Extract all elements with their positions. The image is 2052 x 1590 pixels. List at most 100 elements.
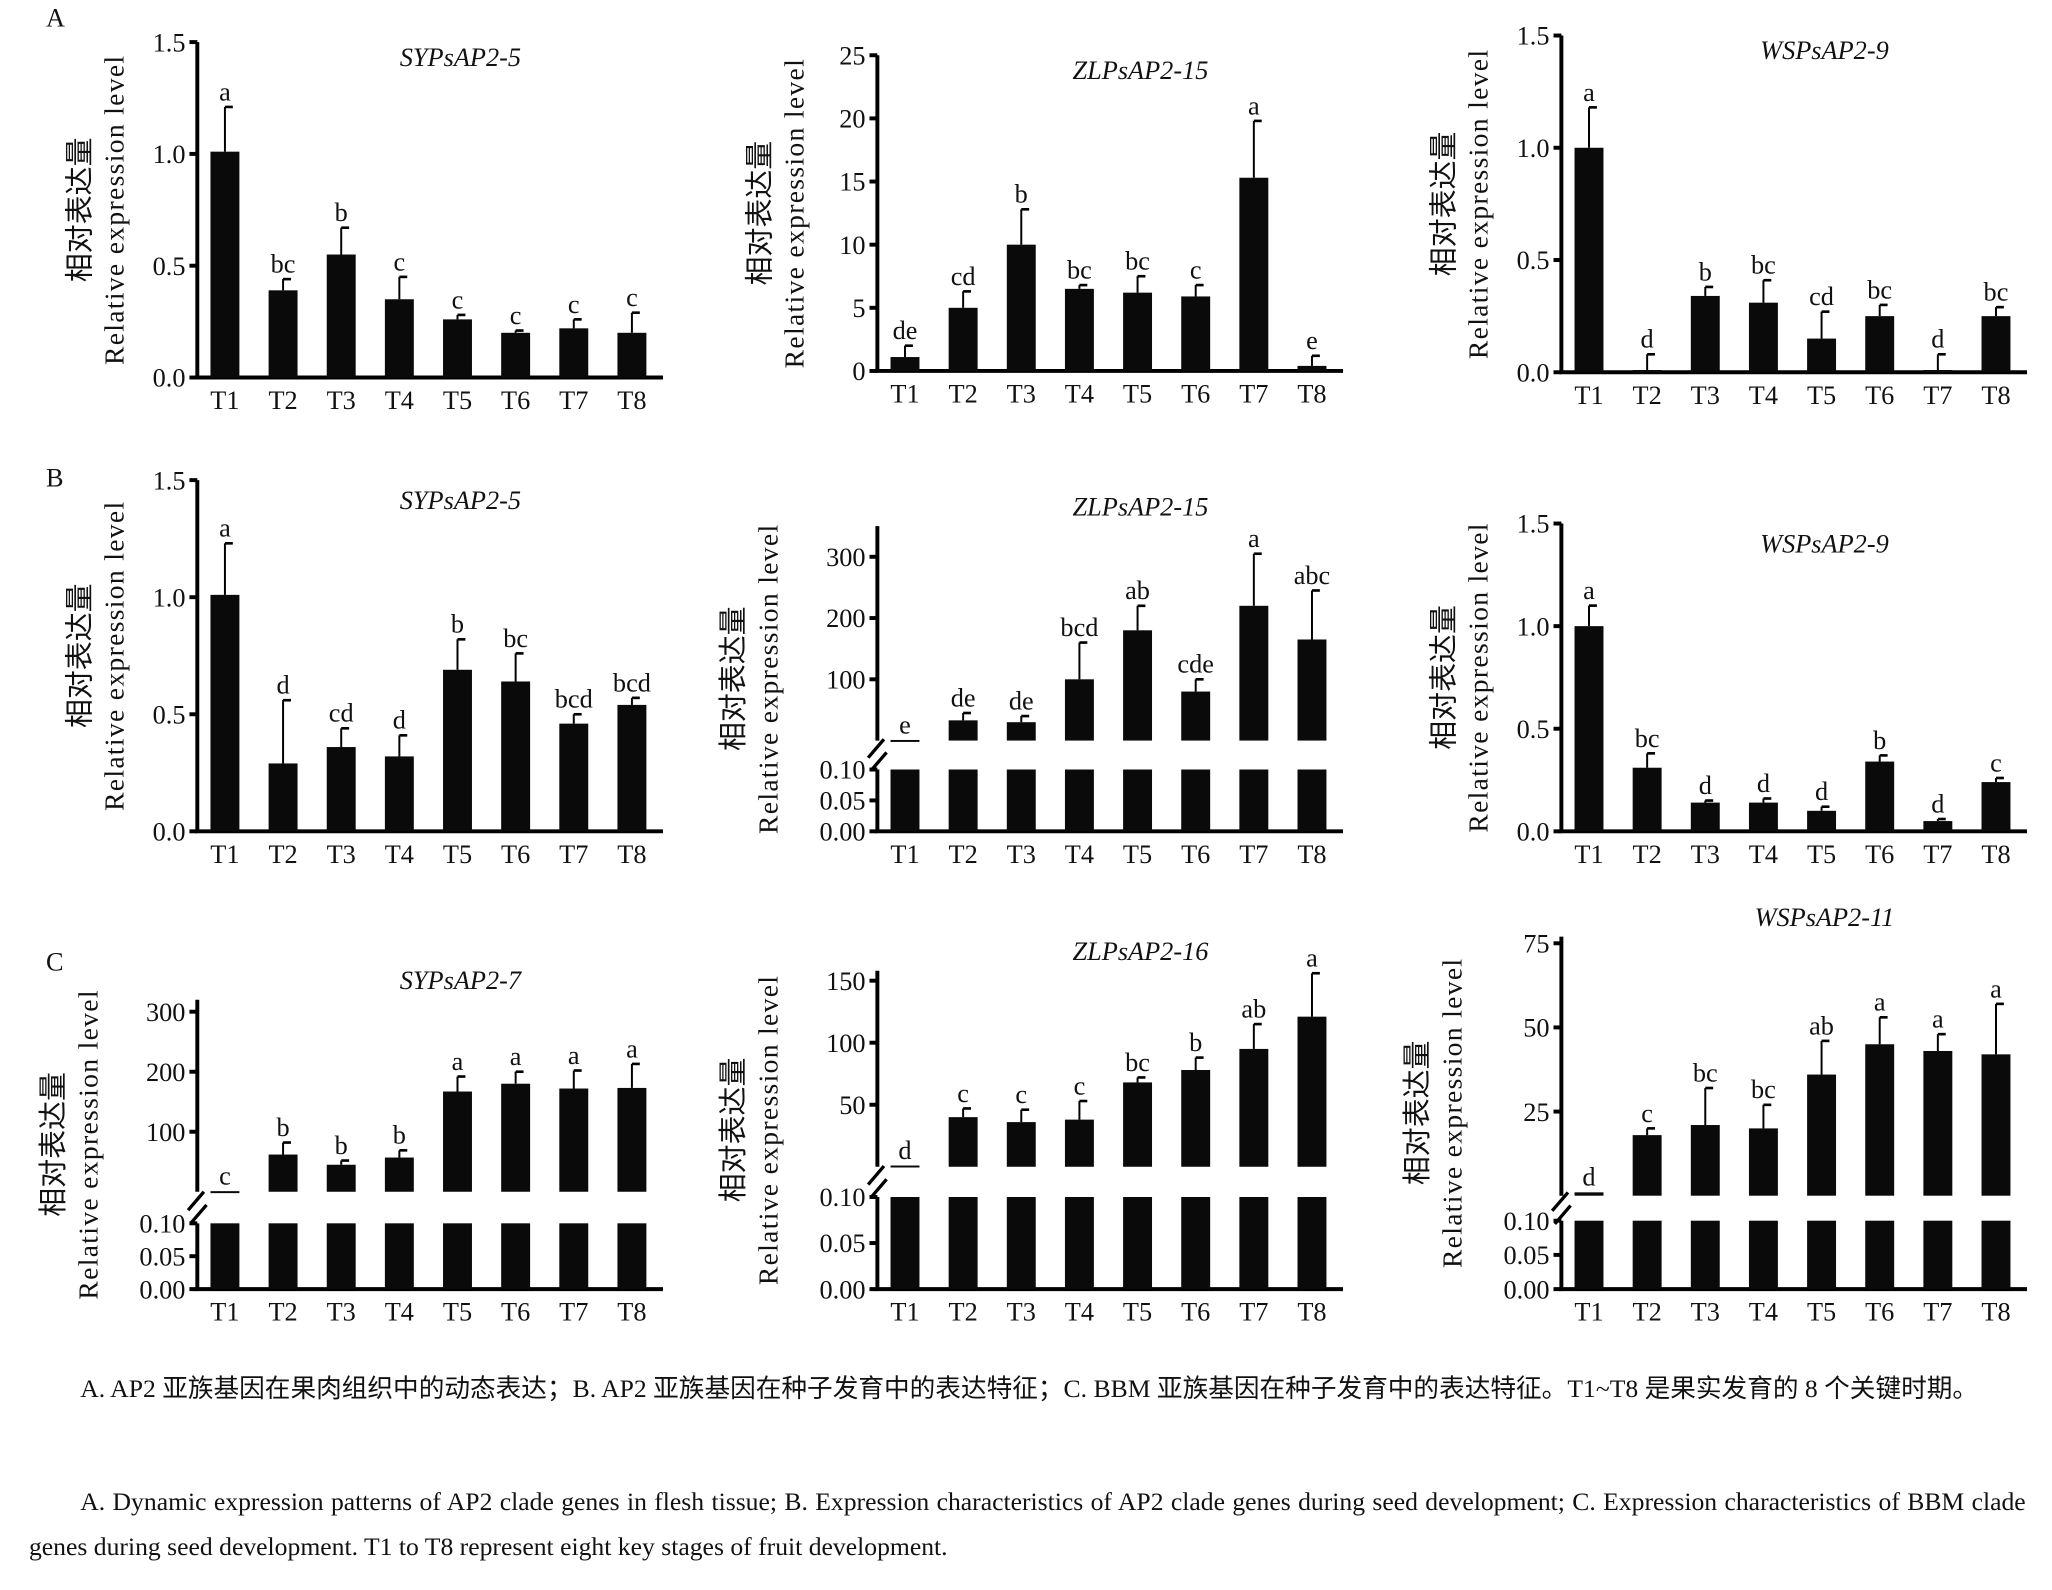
- y-axis-label-cn: 相对表达量: [745, 141, 777, 286]
- bar-lower-segment: [1574, 1220, 1604, 1290]
- x-tick-label: T3: [1691, 1298, 1720, 1327]
- bar: [1981, 782, 2011, 832]
- bar: [1632, 1135, 1662, 1196]
- significance-letter: d: [1699, 771, 1712, 800]
- chart-C-1: 100 200 300 0.00 0.05 0.10 相对表达量 Relative expre…: [38, 966, 663, 1327]
- bar-lower-segment: [1632, 1220, 1662, 1290]
- x-tick-label: T4: [385, 1298, 414, 1327]
- y-axis-label-cn: 相对表达量: [64, 583, 96, 728]
- significance-letter: bc: [1693, 1058, 1718, 1087]
- bar-lower-segment: [1181, 1197, 1211, 1290]
- x-tick-label: T1: [890, 380, 919, 409]
- y-tick-label: 300: [826, 543, 865, 572]
- significance-letter: a: [1306, 944, 1318, 973]
- bar-lower-segment: [1181, 769, 1211, 832]
- y-axis-label-cn: 相对表达量: [1402, 1041, 1434, 1186]
- bar-lower-segment: [890, 1197, 920, 1290]
- bar: [890, 739, 920, 742]
- chart-title: SYPsAP2-5: [400, 486, 521, 515]
- significance-letter: c: [568, 290, 580, 319]
- x-tick-label: T6: [1181, 380, 1210, 409]
- chart-A-2: 0 5 10 15 20 25 相对表达量 Relative expression level…: [745, 41, 1344, 409]
- bar: [1690, 1125, 1720, 1196]
- bar: [1981, 316, 2011, 373]
- bar: [1748, 802, 1778, 832]
- bar-lower-segment: [1297, 1197, 1327, 1290]
- y-tick-label: 0.05: [1504, 1241, 1550, 1270]
- bar-lower-segment: [443, 1223, 472, 1290]
- significance-letter: d: [1931, 789, 1944, 818]
- chart-title: ZLPsAP2-15: [1073, 493, 1209, 522]
- y-axis-label-cn: 相对表达量: [718, 606, 750, 751]
- y-tick-label: 0.5: [1517, 246, 1550, 275]
- y-tick-label: 0.05: [820, 1229, 866, 1258]
- bar-lower-segment: [384, 1223, 414, 1290]
- x-tick-label: T7: [1239, 840, 1268, 869]
- significance-letter: a: [1990, 974, 2002, 1003]
- caption-english-text: A. Dynamic expression patterns of AP2 cl…: [28, 1489, 2026, 1562]
- significance-letter: d: [1757, 769, 1770, 798]
- bar: [1239, 177, 1269, 371]
- bar-lower-segment: [1239, 769, 1269, 832]
- bar-lower-segment: [1239, 1197, 1269, 1290]
- bar: [617, 704, 647, 832]
- y-axis-label-en: Relative expression level: [72, 989, 103, 1299]
- x-tick-label: T1: [1574, 840, 1603, 869]
- bar: [1748, 1128, 1778, 1196]
- bar: [501, 681, 531, 832]
- bar: [326, 1164, 356, 1192]
- significance-letter: ab: [1125, 576, 1150, 605]
- x-tick-label: T3: [327, 840, 356, 869]
- y-tick-label: 0.10: [139, 1210, 185, 1239]
- x-tick-label: T5: [443, 386, 472, 415]
- bar: [948, 1117, 978, 1167]
- y-tick-label: 15: [839, 168, 865, 197]
- y-tick-label: 1.0: [153, 583, 186, 612]
- x-tick-label: T1: [210, 840, 239, 869]
- significance-letter: bc: [1867, 275, 1892, 304]
- y-tick-label: 0: [852, 357, 865, 386]
- x-tick-label: T2: [949, 1298, 978, 1327]
- y-axis-label-en: Relative expression level: [752, 524, 783, 834]
- significance-letter: de: [1009, 686, 1034, 715]
- bar: [1064, 288, 1094, 371]
- bar: [268, 1154, 298, 1192]
- chart-title: SYPsAP2-7: [400, 966, 523, 995]
- bar-lower-segment: [1748, 1220, 1778, 1290]
- x-tick-label: T8: [617, 840, 646, 869]
- x-tick-label: T3: [327, 1298, 356, 1327]
- x-tick-label: T7: [559, 840, 588, 869]
- significance-letter: cde: [1177, 650, 1214, 679]
- bar-lower-segment: [268, 1223, 298, 1290]
- x-tick-label: T2: [1633, 840, 1662, 869]
- x-tick-label: T1: [1574, 381, 1603, 410]
- bar: [1123, 630, 1153, 741]
- chart-A-1: 0.0 0.5 1.0 1.5 相对表达量 Relative expression lev…: [64, 28, 663, 415]
- x-tick-label: T4: [1065, 840, 1094, 869]
- bar: [1006, 244, 1036, 371]
- y-tick-label: 20: [839, 105, 865, 134]
- bar: [1981, 1054, 2011, 1196]
- y-tick-label: 200: [826, 604, 865, 633]
- bar: [559, 723, 589, 832]
- panel-label-C: C: [46, 948, 64, 977]
- y-tick-label: 0.0: [153, 818, 186, 847]
- x-tick-label: T4: [1749, 1298, 1778, 1327]
- chart-title: ZLPsAP2-16: [1073, 937, 1210, 966]
- x-tick-label: T6: [501, 1298, 530, 1327]
- significance-letter: a: [452, 1047, 464, 1076]
- significance-letter: b: [335, 1131, 348, 1160]
- significance-letter: de: [893, 316, 918, 345]
- x-tick-label: T5: [443, 840, 472, 869]
- significance-letter: c: [1190, 255, 1202, 284]
- bar: [443, 669, 472, 832]
- chart-B-1: 0.0 0.5 1.0 1.5 相对表达量 Relative expression lev…: [64, 466, 663, 869]
- significance-letter: de: [951, 683, 976, 712]
- significance-letter: bcd: [555, 685, 593, 714]
- y-tick-label: 200: [146, 1058, 185, 1087]
- significance-letter: d: [898, 1136, 911, 1165]
- significance-letter: c: [1074, 1071, 1086, 1100]
- bar-lower-segment: [501, 1223, 531, 1290]
- x-tick-label: T1: [890, 840, 919, 869]
- significance-letter: a: [510, 1042, 522, 1071]
